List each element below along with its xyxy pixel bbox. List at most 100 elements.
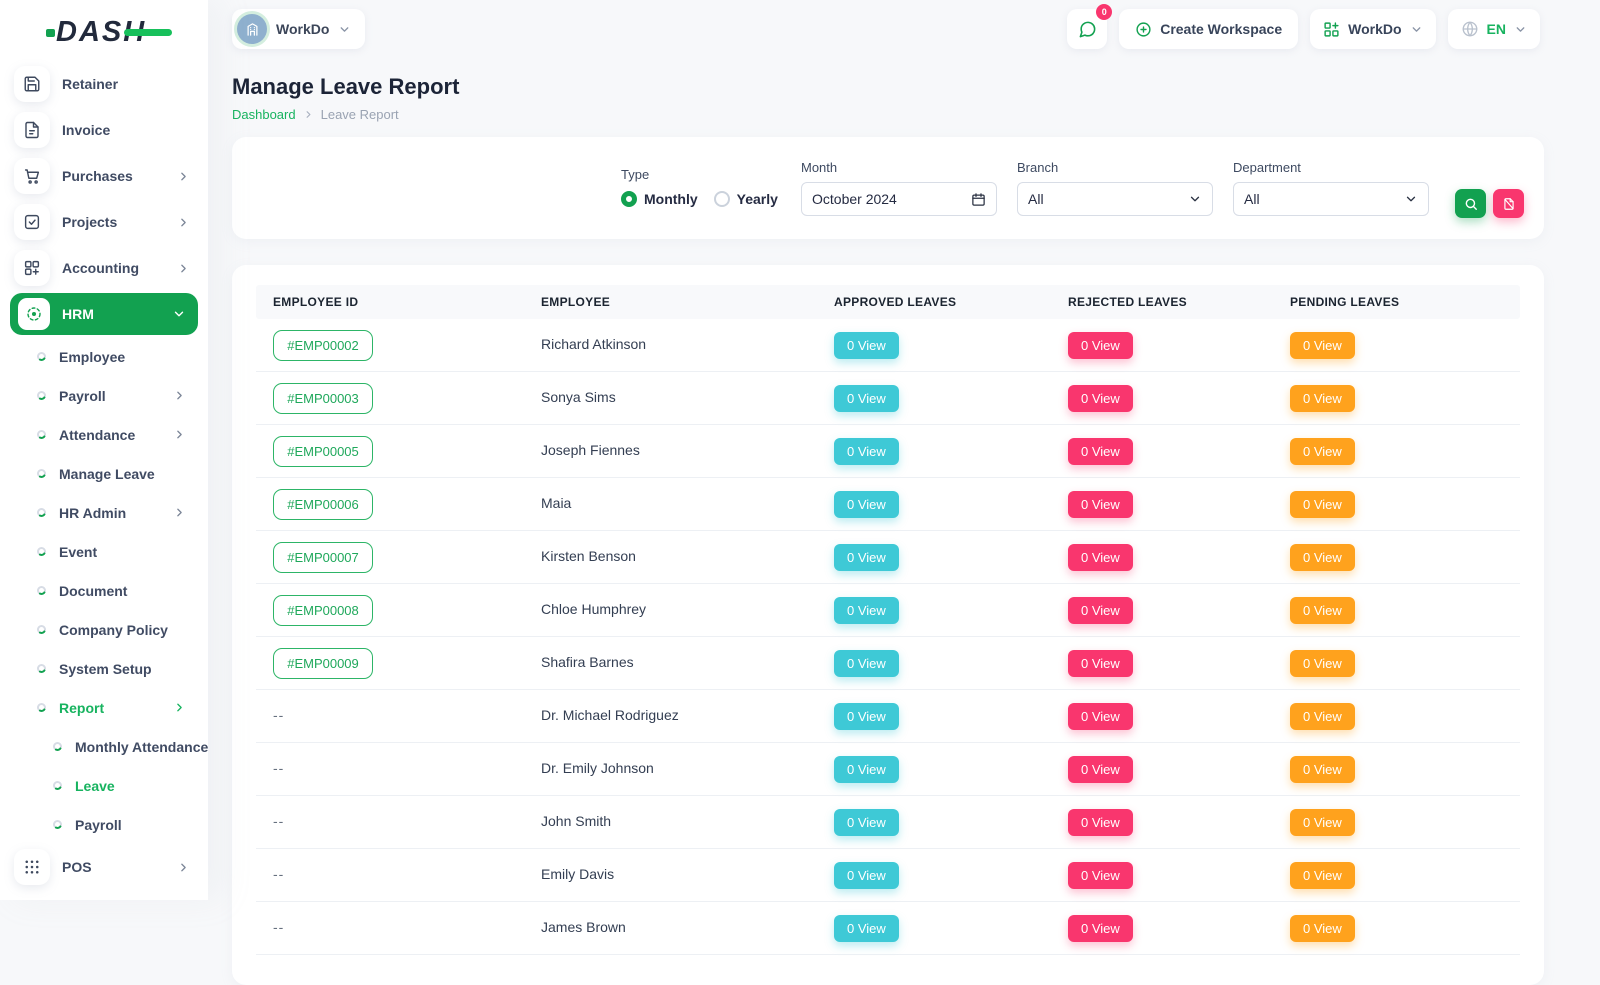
rejected-leaves-view-button[interactable]: 0 View: [1068, 915, 1133, 942]
pending-leaves-view-button[interactable]: 0 View: [1290, 915, 1355, 942]
workspace-switcher[interactable]: WorkDo: [232, 9, 365, 49]
pending-leaves-view-button[interactable]: 0 View: [1290, 332, 1355, 359]
pending-leaves-view-button[interactable]: 0 View: [1290, 650, 1355, 677]
employee-id-badge[interactable]: #EMP00008: [273, 595, 373, 626]
approved-leaves-view-button[interactable]: 0 View: [834, 650, 899, 677]
type-radio-yearly[interactable]: Yearly: [714, 191, 778, 207]
sidebar-item-label: Manage Leave: [59, 466, 186, 482]
sidebar-item-retainer[interactable]: Retainer: [0, 61, 208, 107]
reset-filter-button[interactable]: [1493, 189, 1524, 218]
approved-leaves-view-button[interactable]: 0 View: [834, 915, 899, 942]
approved-leaves-view-button[interactable]: 0 View: [834, 756, 899, 783]
department-select[interactable]: All: [1233, 182, 1429, 216]
rejected-leaves-view-button[interactable]: 0 View: [1068, 438, 1133, 465]
filter-panel: Type MonthlyYearly Month October 2024 Br…: [232, 137, 1544, 239]
radio-label: Yearly: [737, 191, 778, 207]
rejected-leaves-view-button[interactable]: 0 View: [1068, 597, 1133, 624]
sidebar-item-pos[interactable]: POS: [0, 844, 208, 890]
sidebar-item-event[interactable]: Event: [0, 532, 208, 571]
sidebar-item-manage-leave[interactable]: Manage Leave: [0, 454, 208, 493]
sidebar-item-payroll[interactable]: Payroll: [0, 805, 208, 844]
rejected-leaves-view-button[interactable]: 0 View: [1068, 385, 1133, 412]
sidebar-item-payroll[interactable]: Payroll: [0, 376, 208, 415]
pending-leaves-view-button[interactable]: 0 View: [1290, 756, 1355, 783]
approved-leaves-view-button[interactable]: 0 View: [834, 862, 899, 889]
table-row: --Dr. Emily Johnson0 View0 View0 View: [256, 743, 1520, 796]
approved-leaves-view-button[interactable]: 0 View: [834, 809, 899, 836]
employee-name: Dr. Michael Rodriguez: [541, 707, 679, 723]
rejected-leaves-view-button[interactable]: 0 View: [1068, 332, 1133, 359]
pending-leaves-view-button[interactable]: 0 View: [1290, 385, 1355, 412]
leave-report-table: EMPLOYEE ID EMPLOYEE APPROVED LEAVES REJ…: [232, 265, 1544, 985]
projects-icon: [14, 204, 50, 240]
messages-button[interactable]: 0: [1067, 9, 1107, 49]
breadcrumb-current: Leave Report: [321, 107, 399, 122]
sidebar-item-company-policy[interactable]: Company Policy: [0, 610, 208, 649]
month-value: October 2024: [812, 191, 897, 207]
rejected-leaves-view-button[interactable]: 0 View: [1068, 862, 1133, 889]
pending-leaves-view-button[interactable]: 0 View: [1290, 491, 1355, 518]
sidebar-item-document[interactable]: Document: [0, 571, 208, 610]
sidebar-item-hrm[interactable]: HRM: [10, 293, 198, 335]
workdo-menu-button[interactable]: WorkDo: [1310, 9, 1435, 49]
rejected-leaves-view-button[interactable]: 0 View: [1068, 809, 1133, 836]
sidebar-item-report[interactable]: Report: [0, 688, 208, 727]
approved-leaves-view-button[interactable]: 0 View: [834, 491, 899, 518]
apply-filter-button[interactable]: [1455, 189, 1486, 218]
chevron-down-icon: [1188, 192, 1202, 206]
pending-leaves-view-button[interactable]: 0 View: [1290, 544, 1355, 571]
breadcrumb-dashboard-link[interactable]: Dashboard: [232, 107, 296, 122]
top-header: WorkDo 0 Create Workspace WorkDo EN: [208, 0, 1600, 58]
sidebar-item-invoice[interactable]: Invoice: [0, 107, 208, 153]
employee-id-badge[interactable]: #EMP00006: [273, 489, 373, 520]
employee-name: Sonya Sims: [541, 389, 616, 405]
pending-leaves-view-button[interactable]: 0 View: [1290, 809, 1355, 836]
branch-select[interactable]: All: [1017, 182, 1213, 216]
pending-leaves-view-button[interactable]: 0 View: [1290, 597, 1355, 624]
employee-id-badge[interactable]: #EMP00002: [273, 330, 373, 361]
sidebar-item-purchases[interactable]: Purchases: [0, 153, 208, 199]
sidebar-item-leave[interactable]: Leave: [0, 766, 208, 805]
sidebar-item-monthly-attendance[interactable]: Monthly Attendance: [0, 727, 208, 766]
logo-accent-dot: [46, 29, 55, 37]
type-radio-monthly[interactable]: Monthly: [621, 191, 698, 207]
search-icon: [1464, 197, 1478, 211]
employee-id-badge[interactable]: #EMP00005: [273, 436, 373, 467]
sidebar-item-accounting[interactable]: Accounting: [0, 245, 208, 291]
sidebar-item-hr-admin[interactable]: HR Admin: [0, 493, 208, 532]
rejected-leaves-view-button[interactable]: 0 View: [1068, 491, 1133, 518]
rejected-leaves-view-button[interactable]: 0 View: [1068, 756, 1133, 783]
radio-label: Monthly: [644, 191, 698, 207]
sidebar-item-employee[interactable]: Employee: [0, 337, 208, 376]
retainer-icon: [14, 66, 50, 102]
app-logo[interactable]: DASH: [56, 16, 146, 49]
sidebar-item-system-setup[interactable]: System Setup: [0, 649, 208, 688]
employee-id-badge[interactable]: #EMP00009: [273, 648, 373, 679]
month-input[interactable]: October 2024: [801, 182, 997, 216]
employee-name: Chloe Humphrey: [541, 601, 646, 617]
approved-leaves-view-button[interactable]: 0 View: [834, 332, 899, 359]
rejected-leaves-view-button[interactable]: 0 View: [1068, 650, 1133, 677]
approved-leaves-view-button[interactable]: 0 View: [834, 703, 899, 730]
branch-value: All: [1028, 191, 1044, 207]
bullet-icon: [37, 664, 46, 673]
language-selector[interactable]: EN: [1448, 9, 1540, 49]
rejected-leaves-view-button[interactable]: 0 View: [1068, 544, 1133, 571]
pending-leaves-view-button[interactable]: 0 View: [1290, 438, 1355, 465]
employee-id-badge[interactable]: #EMP00007: [273, 542, 373, 573]
type-filter: Type MonthlyYearly: [621, 167, 781, 209]
employee-id-badge[interactable]: #EMP00003: [273, 383, 373, 414]
chevron-right-icon: [177, 170, 190, 183]
sidebar-item-attendance[interactable]: Attendance: [0, 415, 208, 454]
bullet-icon: [37, 508, 46, 517]
rejected-leaves-view-button[interactable]: 0 View: [1068, 703, 1133, 730]
chat-icon: [1078, 20, 1097, 39]
approved-leaves-view-button[interactable]: 0 View: [834, 597, 899, 624]
approved-leaves-view-button[interactable]: 0 View: [834, 385, 899, 412]
approved-leaves-view-button[interactable]: 0 View: [834, 438, 899, 465]
approved-leaves-view-button[interactable]: 0 View: [834, 544, 899, 571]
pending-leaves-view-button[interactable]: 0 View: [1290, 862, 1355, 889]
create-workspace-button[interactable]: Create Workspace: [1119, 9, 1298, 49]
sidebar-item-projects[interactable]: Projects: [0, 199, 208, 245]
pending-leaves-view-button[interactable]: 0 View: [1290, 703, 1355, 730]
